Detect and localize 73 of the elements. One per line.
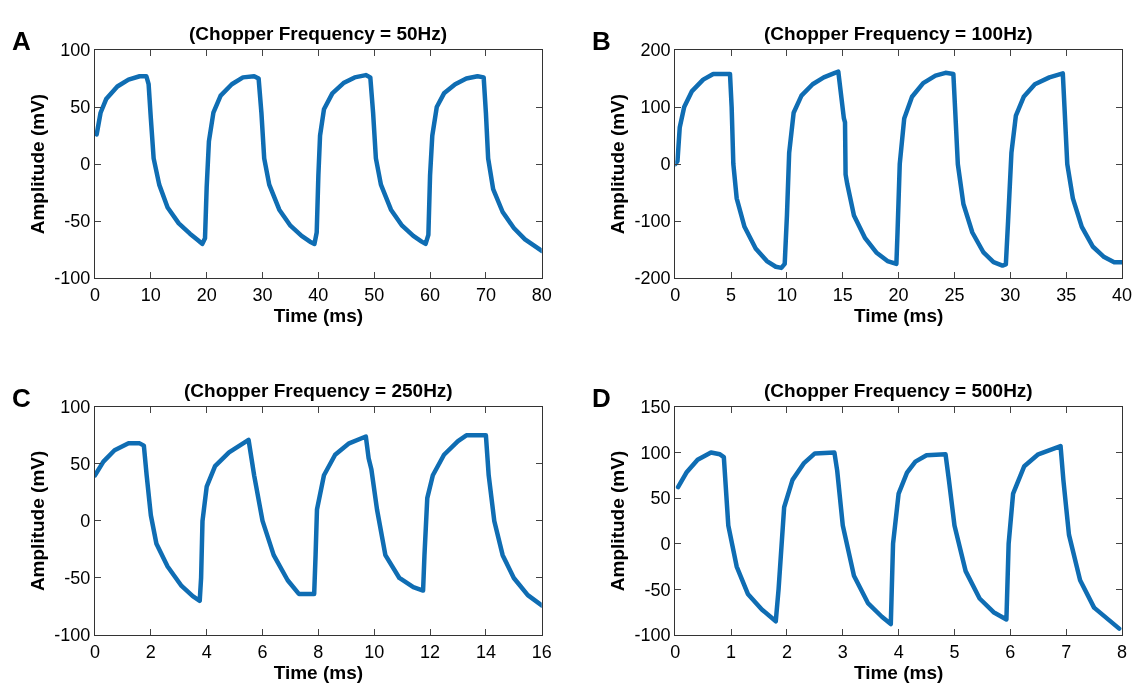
- y-tick-label: -200: [634, 268, 671, 289]
- y-tick-label: 100: [60, 40, 91, 61]
- x-tick-label: 35: [1056, 284, 1077, 305]
- x-tick-label: 14: [475, 641, 496, 662]
- x-tick-label: 30: [1000, 284, 1021, 305]
- text: B: [592, 26, 611, 56]
- y-axis-title: Amplitude (mV): [607, 93, 629, 235]
- x-tick-label: 50: [364, 284, 385, 305]
- y-tick-label: 0: [80, 154, 91, 175]
- y-axis-title: Amplitude (mV): [27, 450, 49, 592]
- y-tick-label: 0: [660, 534, 671, 555]
- line-series: [95, 72, 542, 254]
- y-tick-label: 50: [70, 454, 91, 475]
- x-tick-label: 4: [893, 641, 904, 662]
- x-tick-label: 15: [832, 284, 853, 305]
- x-tick-label: 1: [726, 641, 737, 662]
- y-tick-label: -100: [54, 268, 91, 289]
- y-tick-label: 100: [640, 442, 671, 463]
- x-tick-label: 16: [531, 641, 552, 662]
- y-tick-label: -50: [64, 568, 91, 589]
- y-axis-title: Amplitude (mV): [27, 93, 49, 235]
- x-tick-label: 2: [781, 641, 792, 662]
- x-tick-label: 12: [420, 641, 441, 662]
- y-tick-label: 150: [640, 397, 671, 418]
- y-tick-label: -100: [54, 625, 91, 646]
- x-tick-label: 10: [140, 284, 161, 305]
- y-axis-title: Amplitude (mV): [607, 450, 629, 592]
- y-tick-label: 50: [70, 97, 91, 118]
- y-tick-label: 100: [60, 397, 91, 418]
- y-tick-label: -100: [634, 625, 671, 646]
- x-axis-title: Time (ms): [273, 661, 364, 683]
- x-axis-title: Time (ms): [853, 304, 944, 326]
- chart-title: (Chopper Frequency = 500Hz): [764, 380, 1033, 401]
- x-tick-label: 40: [308, 284, 329, 305]
- x-tick-label: 6: [1005, 641, 1016, 662]
- x-tick-label: 6: [257, 641, 268, 662]
- x-tick-label: 20: [888, 284, 909, 305]
- text: C: [12, 383, 31, 413]
- x-tick-label: 2: [145, 641, 156, 662]
- line-series: [675, 443, 1122, 631]
- x-axis-title: Time (ms): [853, 661, 944, 683]
- x-tick-label: 7: [1061, 641, 1072, 662]
- x-tick-label: 60: [420, 284, 441, 305]
- x-tick-label: 5: [949, 641, 960, 662]
- line-series: [675, 69, 1122, 271]
- y-tick-label: 0: [660, 154, 671, 175]
- chart-title: (Chopper Frequency = 250Hz): [184, 380, 453, 401]
- x-tick-label: 8: [313, 641, 324, 662]
- x-axis-title: Time (ms): [273, 304, 364, 326]
- x-tick-label: 70: [475, 284, 496, 305]
- y-tick-label: -50: [644, 579, 671, 600]
- y-tick-label: -100: [634, 211, 671, 232]
- chart-title: (Chopper Frequency = 50Hz): [189, 23, 448, 44]
- x-tick-label: 20: [196, 284, 217, 305]
- chart-title: (Chopper Frequency = 100Hz): [764, 23, 1033, 44]
- x-tick-label: 25: [944, 284, 965, 305]
- line-series: [95, 433, 542, 608]
- x-tick-label: 8: [1117, 641, 1128, 662]
- x-tick-label: 5: [726, 284, 737, 305]
- y-tick-label: 50: [650, 488, 671, 509]
- x-tick-label: 4: [201, 641, 212, 662]
- y-tick-label: 200: [640, 40, 671, 61]
- x-tick-label: 3: [837, 641, 848, 662]
- y-tick-label: 0: [80, 511, 91, 532]
- x-tick-label: 30: [252, 284, 273, 305]
- x-tick-label: 10: [364, 641, 385, 662]
- y-tick-label: -50: [64, 211, 91, 232]
- text: A: [12, 26, 31, 56]
- x-tick-label: 80: [531, 284, 552, 305]
- text: D: [592, 383, 611, 413]
- x-tick-label: 40: [1111, 284, 1133, 305]
- y-tick-label: 100: [640, 97, 671, 118]
- x-tick-label: 10: [776, 284, 797, 305]
